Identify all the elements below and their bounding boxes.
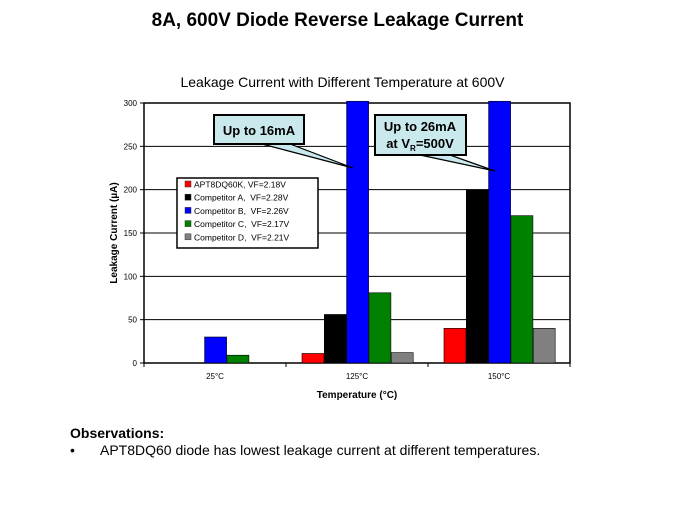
legend bbox=[176, 177, 319, 249]
legend-swatch bbox=[184, 220, 192, 227]
bar-competitor-a bbox=[323, 314, 347, 364]
chart-title: Leakage Current with Different Temperatu… bbox=[180, 74, 505, 90]
observations-heading: Observations: bbox=[70, 425, 165, 441]
bar-competitor-c bbox=[368, 292, 392, 364]
y-tick-label: 300 bbox=[124, 99, 138, 108]
legend-swatch bbox=[184, 207, 192, 214]
observation-item: • APT8DQ60 diode has lowest leakage curre… bbox=[70, 442, 540, 458]
bar-apt8dq60k bbox=[443, 328, 467, 364]
x-axis-label: Temperature (°C) bbox=[317, 390, 398, 401]
bar-competitor-b bbox=[204, 336, 227, 364]
legend-swatch bbox=[184, 193, 192, 201]
x-tick-label: 125°C bbox=[346, 372, 369, 381]
x-tick-label: 25°C bbox=[206, 372, 224, 381]
callout-box-16ma bbox=[213, 114, 305, 145]
bar-competitor-d bbox=[532, 328, 556, 364]
callout-box-26ma bbox=[374, 114, 467, 156]
callout-text: Up to 16mA bbox=[223, 123, 296, 138]
legend-label: Competitor B, VF=2.26V bbox=[194, 206, 289, 216]
bar-competitor-c bbox=[510, 215, 534, 364]
bar-competitor-c bbox=[226, 354, 250, 364]
bar-competitor-d bbox=[390, 352, 414, 364]
y-tick-label: 200 bbox=[124, 186, 138, 195]
legend-label: Competitor A, VF=2.28V bbox=[194, 193, 289, 203]
observation-text: APT8DQ60 diode has lowest leakage curren… bbox=[100, 442, 541, 458]
legend-label: Competitor C, VF=2.17V bbox=[194, 219, 290, 229]
y-tick-label: 0 bbox=[133, 359, 138, 368]
bar-chart: 0 50 100 150 200 250 300 25°C 125°C 150°C Temperat… bbox=[109, 99, 571, 401]
bar-competitor-b bbox=[346, 100, 369, 364]
callout-text: Up to 26mA bbox=[384, 119, 457, 134]
legend-label: APT8DQ60K, VF=2.18V bbox=[194, 180, 286, 190]
legend-label: Competitor D, VF=2.21V bbox=[194, 232, 290, 242]
callout-text: at VR=500V bbox=[386, 136, 454, 153]
legend-swatch bbox=[184, 180, 192, 188]
x-tick-label: 150°C bbox=[488, 372, 511, 381]
bar-competitor-b bbox=[488, 100, 511, 364]
bar-apt8dq60k bbox=[301, 353, 325, 364]
legend-swatch bbox=[184, 233, 192, 241]
y-axis-label: Leakage Current (µA) bbox=[109, 182, 120, 283]
slide-title: 8A, 600V Diode Reverse Leakage Current bbox=[151, 10, 524, 31]
y-tick-label: 250 bbox=[124, 142, 138, 151]
y-tick-label: 50 bbox=[128, 316, 137, 325]
bullet: • bbox=[70, 442, 75, 458]
y-tick-label: 150 bbox=[124, 229, 138, 238]
bar-competitor-a bbox=[465, 189, 489, 364]
y-tick-label: 100 bbox=[124, 272, 138, 281]
